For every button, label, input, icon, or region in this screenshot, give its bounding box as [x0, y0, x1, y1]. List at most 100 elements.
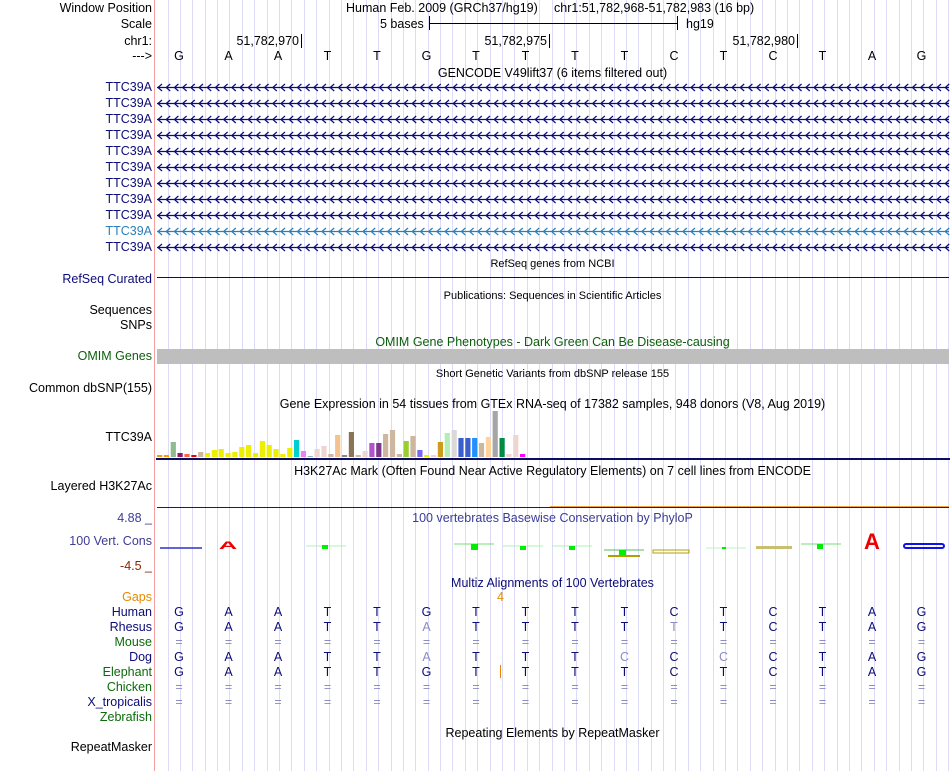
publications-label-sequences[interactable]: Sequences: [89, 303, 152, 317]
gtex-bar[interactable]: [410, 436, 416, 457]
gtex-bar[interactable]: [520, 454, 526, 457]
refseq-label[interactable]: RefSeq Curated: [62, 272, 152, 286]
gtex-bar[interactable]: [396, 454, 402, 457]
gtex-bar[interactable]: [177, 453, 183, 457]
publications-title[interactable]: Publications: Sequences in Scientific Ar…: [443, 290, 662, 302]
gencode-item-label[interactable]: TTC39A: [105, 192, 152, 206]
gtex-bar[interactable]: [184, 454, 190, 457]
repeatmasker-title[interactable]: Repeating Elements by RepeatMasker: [445, 726, 660, 740]
gtex-bar[interactable]: [424, 455, 430, 457]
gtex-bar[interactable]: [218, 449, 224, 457]
dbsnp-title[interactable]: Short Genetic Variants from dbSNP releas…: [435, 368, 670, 380]
gtex-bar[interactable]: [478, 443, 485, 457]
omim-label[interactable]: OMIM Genes: [77, 349, 152, 363]
gtex-title[interactable]: Gene Expression in 54 tissues from GTEx …: [279, 397, 826, 411]
species-label[interactable]: Rhesus: [109, 620, 152, 634]
gtex-bar[interactable]: [266, 445, 272, 457]
gtex-bar[interactable]: [389, 430, 396, 457]
gtex-bar[interactable]: [307, 456, 313, 457]
gtex-bar[interactable]: [287, 448, 293, 457]
repeatmasker-label[interactable]: RepeatMasker: [70, 740, 152, 754]
strand-label[interactable]: --->: [132, 49, 152, 63]
gtex-bar[interactable]: [198, 452, 204, 457]
gtex-bar[interactable]: [314, 449, 320, 457]
gtex-bar[interactable]: [252, 453, 259, 457]
gtex-bar[interactable]: [232, 452, 238, 457]
gtex-bar[interactable]: [163, 455, 169, 457]
gencode-item-label[interactable]: TTC39A: [105, 160, 152, 174]
gtex-bar[interactable]: [225, 453, 231, 457]
gtex-bar[interactable]: [191, 455, 197, 457]
gtex-bar[interactable]: [280, 454, 286, 457]
species-label[interactable]: Human: [111, 605, 152, 619]
phylop-logo[interactable]: A A: [156, 530, 950, 560]
gtex-bar[interactable]: [383, 434, 389, 457]
gtex-bar[interactable]: [157, 455, 163, 457]
dbsnp-label[interactable]: Common dbSNP(155): [29, 381, 152, 395]
gtex-bar[interactable]: [376, 443, 382, 457]
gtex-bar[interactable]: [239, 447, 245, 457]
gencode-transcript[interactable]: [156, 83, 950, 92]
gtex-bar[interactable]: [294, 440, 300, 457]
multiz-title[interactable]: Multiz Alignments of 100 Vertebrates: [451, 576, 654, 590]
gencode-item-label[interactable]: TTC39A: [105, 80, 152, 94]
gtex-bar[interactable]: [348, 432, 354, 457]
gtex-bar[interactable]: [246, 445, 252, 457]
gtex-bar[interactable]: [341, 455, 348, 457]
gtex-bar[interactable]: [259, 441, 265, 457]
gtex-bar[interactable]: [417, 450, 423, 457]
species-label[interactable]: Mouse: [114, 635, 152, 649]
gtex-bar[interactable]: [458, 438, 464, 457]
gtex-bar[interactable]: [506, 454, 512, 457]
gencode-transcript[interactable]: [156, 147, 950, 156]
gencode-item-label[interactable]: TTC39A: [105, 240, 152, 254]
gtex-bar[interactable]: [499, 438, 505, 457]
gtex-bar[interactable]: [431, 455, 437, 457]
gtex-bar[interactable]: [211, 450, 217, 457]
gencode-transcript[interactable]: [156, 243, 950, 252]
gencode-transcript[interactable]: [156, 131, 950, 140]
gtex-bar[interactable]: [369, 443, 375, 457]
refseq-gene-line[interactable]: [157, 277, 949, 278]
gencode-item-label[interactable]: TTC39A: [105, 96, 152, 110]
gencode-transcript[interactable]: [156, 179, 950, 188]
gtex-bar[interactable]: [451, 430, 457, 457]
gtex-bar[interactable]: [321, 446, 327, 457]
species-label[interactable]: Dog: [129, 650, 152, 664]
gtex-bar[interactable]: [403, 441, 409, 457]
omim-title[interactable]: OMIM Gene Phenotypes - Dark Green Can Be…: [375, 335, 730, 349]
refseq-title[interactable]: RefSeq genes from NCBI: [490, 258, 615, 270]
species-label[interactable]: Elephant: [102, 665, 152, 679]
h3k27ac-title[interactable]: H3K27Ac Mark (Often Found Near Active Re…: [294, 464, 811, 478]
gencode-transcript[interactable]: [156, 99, 950, 108]
gtex-label[interactable]: TTC39A: [105, 430, 152, 444]
gencode-item-label[interactable]: TTC39A: [105, 112, 152, 126]
gtex-bar[interactable]: [472, 438, 478, 457]
gtex-bar[interactable]: [362, 451, 368, 457]
gencode-transcript[interactable]: [156, 195, 950, 204]
gencode-transcript[interactable]: [156, 115, 950, 124]
omim-gene-bar[interactable]: [157, 349, 949, 364]
gtex-bar[interactable]: [273, 449, 279, 457]
phylop-label[interactable]: 100 Vert. Cons: [69, 534, 152, 548]
gtex-bar-chart[interactable]: [156, 410, 950, 462]
gencode-item-label[interactable]: TTC39A: [105, 128, 152, 142]
phylop-title[interactable]: 100 vertebrates Basewise Conservation by…: [412, 511, 693, 525]
gtex-bar[interactable]: [513, 435, 519, 457]
gtex-bar[interactable]: [328, 454, 334, 457]
gencode-transcript[interactable]: [156, 163, 950, 172]
gencode-item-label[interactable]: TTC39A: [105, 144, 152, 158]
gtex-bar[interactable]: [170, 442, 176, 457]
gtex-bar[interactable]: [437, 442, 443, 457]
gencode-transcript[interactable]: [156, 211, 950, 220]
gtex-bar[interactable]: [204, 453, 211, 457]
gencode-item-label[interactable]: TTC39A: [105, 176, 152, 190]
gtex-bar[interactable]: [335, 435, 341, 457]
gtex-bar[interactable]: [300, 451, 306, 457]
species-label[interactable]: Zebrafish: [99, 710, 152, 724]
gtex-bar[interactable]: [465, 438, 471, 457]
gtex-bar[interactable]: [355, 455, 361, 457]
species-label[interactable]: Chicken: [106, 680, 152, 694]
species-label[interactable]: X_tropicalis: [87, 695, 152, 709]
gaps-label[interactable]: Gaps: [122, 590, 152, 604]
